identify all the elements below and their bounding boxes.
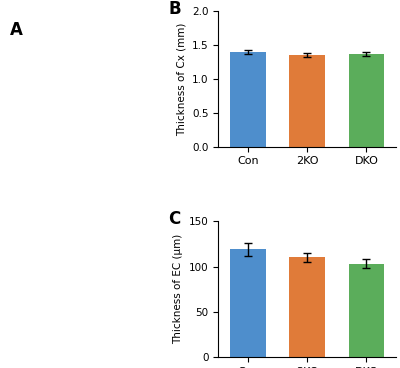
Y-axis label: Thickness of EC (μm): Thickness of EC (μm): [173, 234, 183, 344]
Text: A: A: [10, 21, 23, 39]
Bar: [289, 258, 325, 357]
Bar: [230, 250, 266, 357]
Text: B: B: [168, 0, 181, 18]
Bar: [348, 54, 384, 147]
Bar: [289, 55, 325, 147]
Y-axis label: Thickness of Cx (mm): Thickness of Cx (mm): [176, 22, 186, 135]
Text: C: C: [168, 210, 180, 229]
Bar: [348, 264, 384, 357]
Bar: [230, 52, 266, 147]
